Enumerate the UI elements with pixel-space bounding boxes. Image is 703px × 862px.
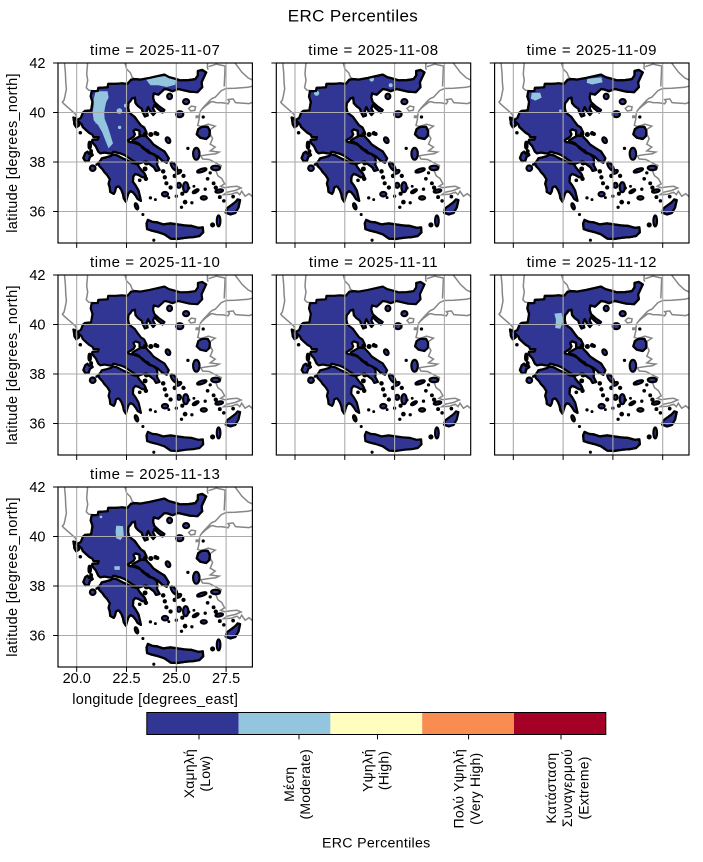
svg-text:time = 2025-11-12: time = 2025-11-12 (527, 254, 657, 271)
svg-text:Μέση: Μέση (281, 767, 297, 802)
svg-text:38: 38 (29, 367, 45, 383)
svg-text:25.0: 25.0 (162, 671, 190, 687)
svg-text:42: 42 (29, 268, 45, 284)
svg-text:42: 42 (29, 480, 45, 496)
svg-text:(High): (High) (376, 751, 392, 790)
svg-text:time = 2025-11-09: time = 2025-11-09 (527, 42, 657, 59)
svg-text:ERC Percentiles: ERC Percentiles (322, 836, 431, 852)
svg-text:40: 40 (29, 106, 45, 122)
svg-text:40: 40 (29, 530, 45, 546)
svg-text:20.0: 20.0 (63, 671, 91, 687)
svg-text:latitude [degrees_north]: latitude [degrees_north] (5, 73, 21, 233)
svg-text:36: 36 (29, 205, 45, 221)
svg-text:Χαμηλή: Χαμηλή (181, 749, 197, 798)
svg-text:time = 2025-11-07: time = 2025-11-07 (90, 42, 220, 59)
svg-text:ERC Percentiles: ERC Percentiles (288, 6, 418, 25)
svg-text:27.5: 27.5 (212, 671, 240, 687)
svg-text:time = 2025-11-08: time = 2025-11-08 (308, 42, 438, 59)
svg-text:(Moderate): (Moderate) (297, 749, 313, 819)
svg-text:(Low): (Low) (197, 756, 213, 792)
svg-text:latitude [degrees_north]: latitude [degrees_north] (5, 497, 21, 657)
svg-text:time = 2025-11-13: time = 2025-11-13 (90, 466, 220, 483)
svg-text:38: 38 (29, 155, 45, 171)
svg-text:36: 36 (29, 629, 45, 645)
svg-text:(Very High): (Very High) (467, 753, 483, 825)
svg-text:22.5: 22.5 (112, 671, 140, 687)
svg-text:40: 40 (29, 318, 45, 334)
svg-text:longitude [degrees_east]: longitude [degrees_east] (72, 692, 238, 708)
svg-text:time = 2025-11-11: time = 2025-11-11 (309, 254, 438, 271)
svg-text:Κατάσταση: Κατάσταση (543, 753, 559, 824)
svg-text:42: 42 (29, 56, 45, 72)
svg-text:latitude [degrees_north]: latitude [degrees_north] (5, 285, 21, 445)
svg-text:(Extreme): (Extreme) (575, 756, 591, 819)
svg-text:38: 38 (29, 579, 45, 595)
svg-text:Πολύ Υψηλή: Πολύ Υψηλή (451, 749, 467, 828)
svg-text:Συναγερμού: Συναγερμού (559, 749, 575, 827)
svg-text:36: 36 (29, 417, 45, 433)
svg-text:Υψηλή: Υψηλή (360, 749, 376, 792)
svg-text:time = 2025-11-10: time = 2025-11-10 (90, 254, 220, 271)
